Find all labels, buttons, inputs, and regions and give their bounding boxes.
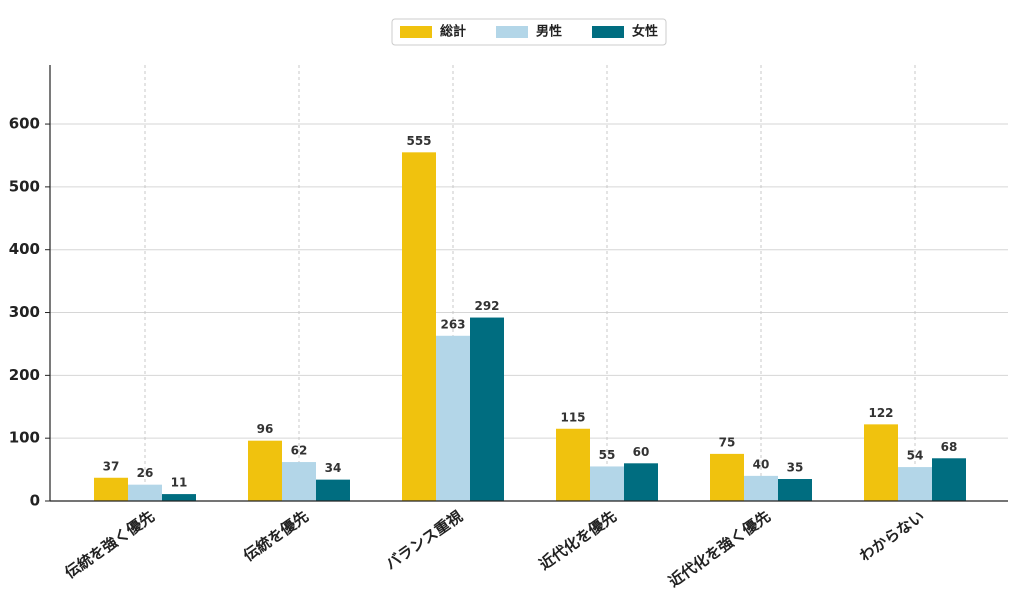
x-tick-label: 近代化を優先: [536, 507, 620, 573]
bar: [864, 424, 898, 501]
bar: [624, 463, 658, 501]
value-label: 37: [103, 459, 120, 473]
legend-swatch: [400, 26, 432, 38]
y-tick-label: 200: [9, 366, 40, 384]
bar: [932, 458, 966, 501]
value-label: 115: [560, 410, 585, 424]
x-tick-label: 伝統を強く優先: [62, 507, 158, 582]
bar: [744, 475, 778, 501]
bar: [282, 462, 316, 501]
value-label: 11: [171, 476, 188, 490]
value-label: 55: [599, 448, 616, 462]
y-tick-label: 400: [9, 240, 40, 258]
bar: [402, 152, 436, 501]
legend-label: 男性: [536, 24, 562, 40]
x-tick-label: 近代化を強く優先: [665, 507, 774, 591]
x-tick-label: バランス重視: [382, 507, 466, 573]
value-label: 122: [868, 406, 893, 420]
value-label: 40: [753, 457, 770, 471]
y-tick-label: 300: [9, 303, 40, 321]
y-tick-label: 500: [9, 177, 40, 195]
bar: [248, 440, 282, 501]
value-label: 263: [440, 317, 465, 331]
value-label: 96: [257, 422, 274, 436]
bar: [898, 467, 932, 501]
bar: [710, 453, 744, 501]
bar: [556, 428, 590, 501]
value-label: 75: [719, 435, 736, 449]
value-label: 292: [474, 299, 499, 313]
value-label: 54: [907, 449, 924, 463]
value-label: 34: [325, 461, 342, 475]
value-label: 62: [291, 444, 308, 458]
bar: [128, 484, 162, 501]
legend-box: [391, 18, 667, 46]
value-label: 555: [406, 134, 431, 148]
value-label: 60: [633, 445, 650, 459]
y-tick-label: 0: [30, 492, 40, 510]
value-label: 26: [137, 466, 154, 480]
value-label: 35: [787, 461, 804, 475]
legend-swatch: [592, 26, 624, 38]
y-tick-label: 600: [9, 115, 40, 133]
bar: [316, 479, 350, 501]
bar: [162, 494, 196, 501]
bar: [470, 317, 504, 501]
legend-swatch: [496, 26, 528, 38]
x-tick-label: わからない: [856, 507, 928, 565]
bar: [94, 477, 128, 501]
legend-label: 女性: [632, 24, 658, 40]
value-label: 68: [941, 440, 958, 454]
y-tick-label: 100: [9, 429, 40, 447]
bar: [590, 466, 624, 501]
bar: [778, 479, 812, 501]
bar: [436, 335, 470, 501]
legend-label: 総計: [440, 24, 466, 40]
x-tick-label: 伝統を優先: [240, 507, 312, 565]
